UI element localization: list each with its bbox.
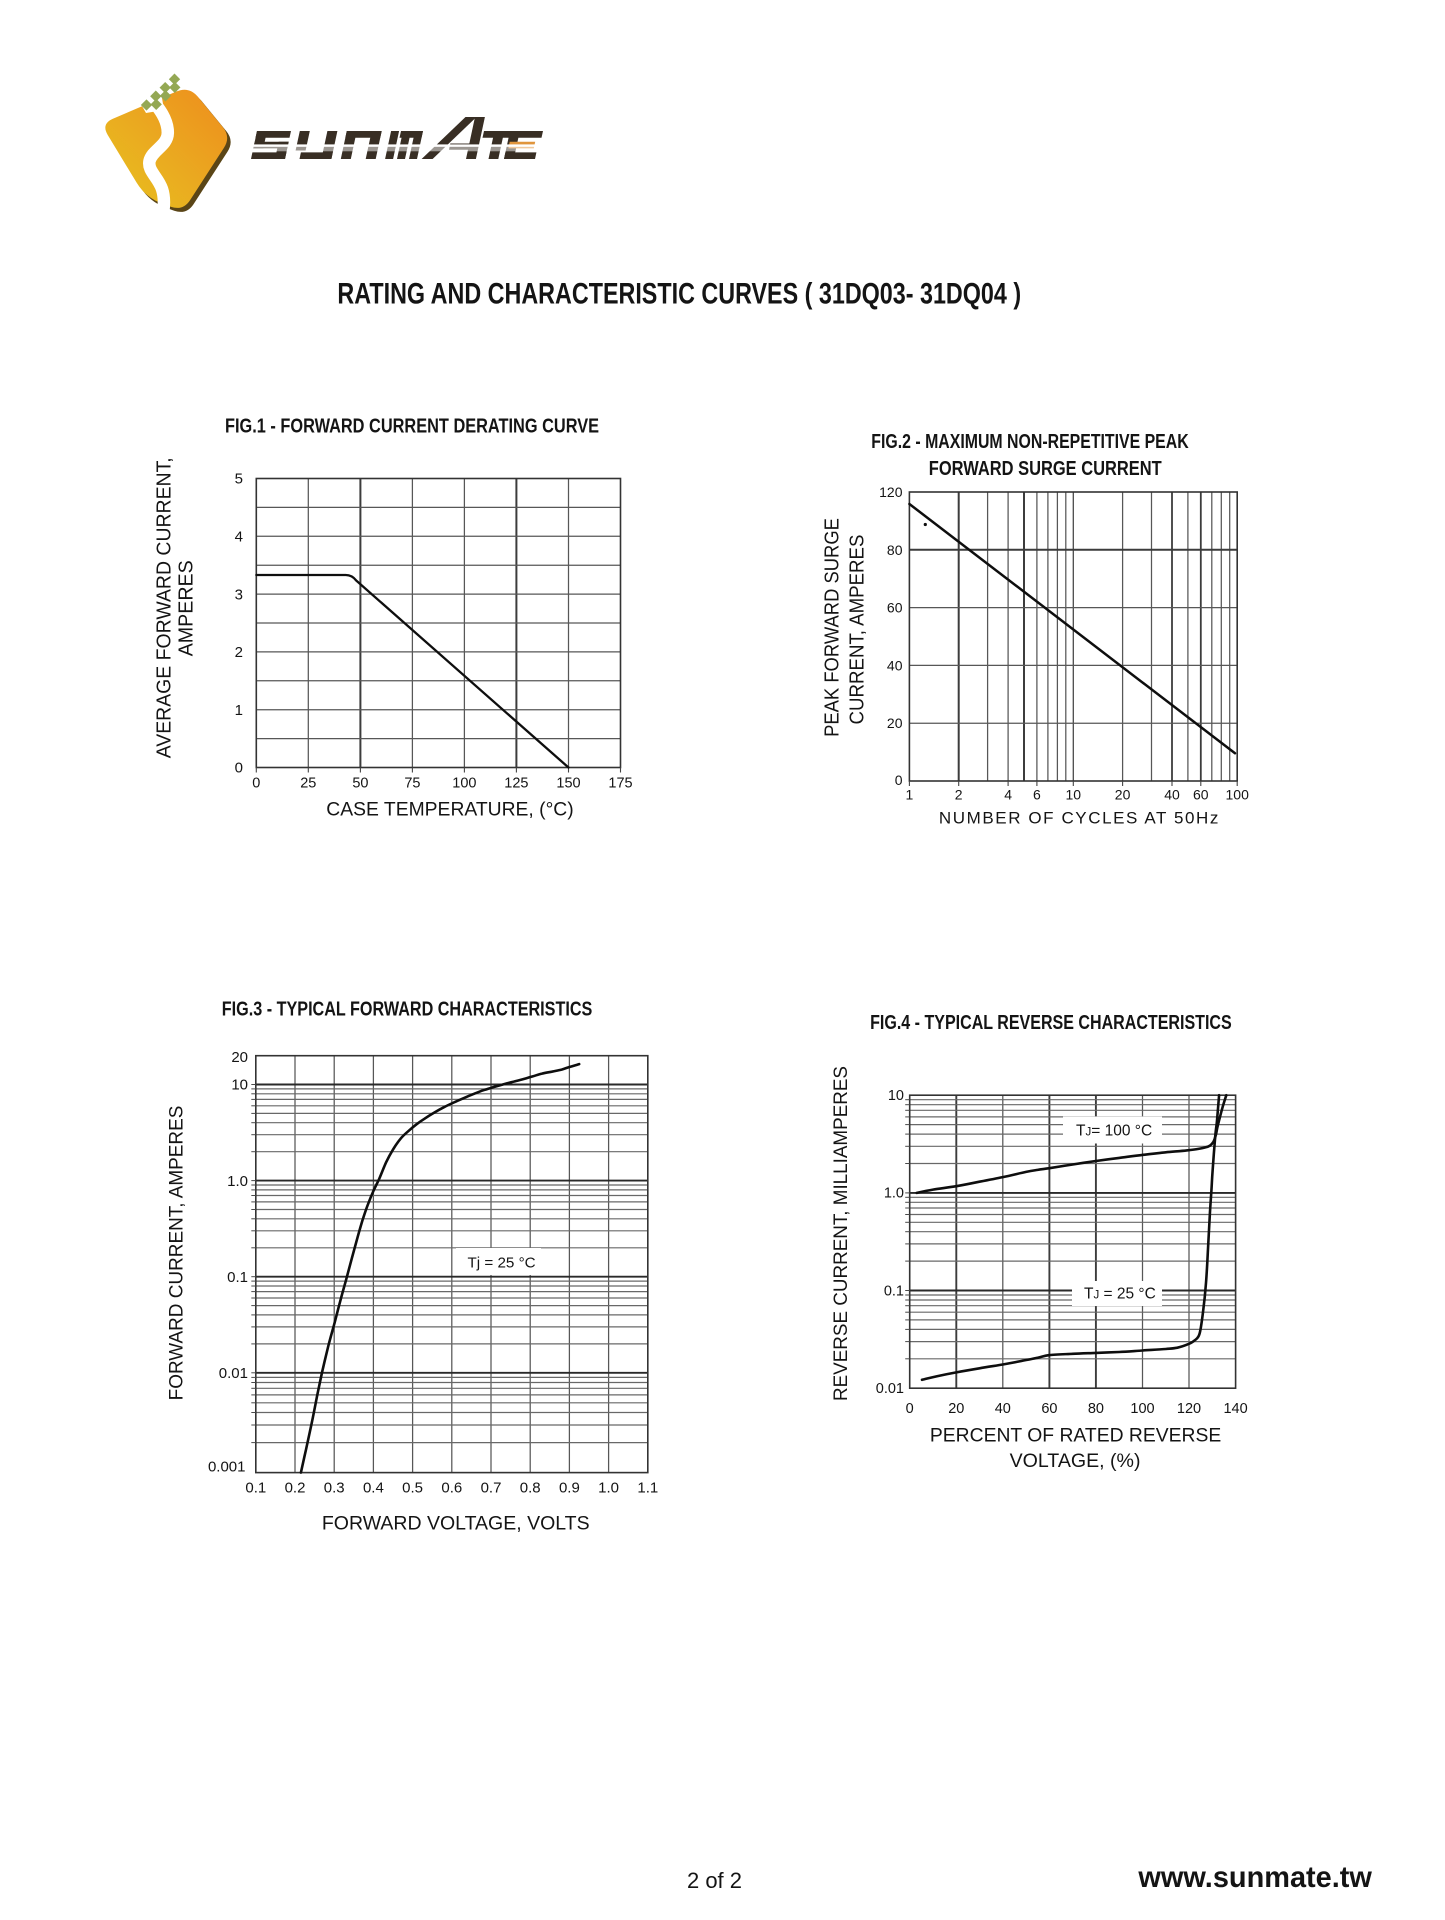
svg-text:FORWARD CURRENT, AMPERES: FORWARD CURRENT, AMPERES bbox=[165, 1106, 187, 1401]
svg-text:40: 40 bbox=[887, 657, 903, 673]
svg-text:140: 140 bbox=[1223, 1401, 1247, 1417]
svg-text:1.1: 1.1 bbox=[637, 1479, 658, 1496]
svg-text:www.sunmate.tw: www.sunmate.tw bbox=[1137, 1861, 1372, 1894]
svg-text:TJ = 25 °C: TJ = 25 °C bbox=[1084, 1286, 1156, 1303]
svg-text:4: 4 bbox=[235, 529, 243, 546]
svg-text:20: 20 bbox=[231, 1049, 248, 1066]
svg-text:20: 20 bbox=[1115, 787, 1131, 803]
svg-text:2: 2 bbox=[235, 644, 243, 661]
svg-text:0.01: 0.01 bbox=[219, 1365, 248, 1382]
svg-text:2 of 2: 2 of 2 bbox=[687, 1868, 742, 1893]
svg-text:120: 120 bbox=[879, 484, 903, 500]
svg-text:FORWARD SURGE CURRENT: FORWARD SURGE CURRENT bbox=[929, 457, 1162, 480]
svg-text:125: 125 bbox=[504, 776, 528, 792]
svg-text:0.1: 0.1 bbox=[245, 1479, 266, 1496]
svg-text:PEAK FORWARD SURGE: PEAK FORWARD SURGE bbox=[821, 518, 844, 737]
svg-text:60: 60 bbox=[1193, 787, 1209, 803]
svg-text:5: 5 bbox=[235, 471, 243, 488]
svg-text:25: 25 bbox=[300, 776, 316, 792]
svg-text:NUMBER OF CYCLES AT 50Hz: NUMBER OF CYCLES AT 50Hz bbox=[939, 809, 1219, 828]
svg-text:0: 0 bbox=[906, 1401, 914, 1417]
svg-text:RATING AND CHARACTERISTIC CURV: RATING AND CHARACTERISTIC CURVES ( 31DQ0… bbox=[337, 278, 1021, 311]
svg-text:10: 10 bbox=[231, 1077, 248, 1094]
svg-text:3: 3 bbox=[235, 586, 243, 603]
svg-text:0.1: 0.1 bbox=[884, 1283, 904, 1299]
svg-text:FIG.3 - TYPICAL FORWARD CHARAC: FIG.3 - TYPICAL FORWARD CHARACTERISTICS bbox=[222, 998, 593, 1021]
svg-text:1: 1 bbox=[906, 787, 914, 803]
svg-text:0.01: 0.01 bbox=[876, 1381, 904, 1397]
svg-text:FORWARD VOLTAGE, VOLTS: FORWARD VOLTAGE, VOLTS bbox=[322, 1513, 590, 1535]
svg-text:TJ= 100 °C: TJ= 100 °C bbox=[1076, 1123, 1152, 1140]
svg-text:150: 150 bbox=[556, 776, 580, 792]
svg-text:40: 40 bbox=[1164, 787, 1180, 803]
svg-text:40: 40 bbox=[995, 1401, 1011, 1417]
svg-text:0.8: 0.8 bbox=[520, 1479, 541, 1496]
svg-text:PERCENT OF RATED REVERSE: PERCENT OF RATED REVERSE bbox=[930, 1425, 1221, 1446]
svg-text:Tj = 25 °C: Tj = 25 °C bbox=[468, 1255, 536, 1272]
svg-text:FIG.4 - TYPICAL REVERSE CHARAC: FIG.4 - TYPICAL REVERSE CHARACTERISTICS bbox=[870, 1011, 1232, 1034]
svg-text:0.5: 0.5 bbox=[402, 1479, 423, 1496]
svg-text:120: 120 bbox=[1177, 1401, 1201, 1417]
svg-text:0: 0 bbox=[235, 760, 243, 777]
svg-text:80: 80 bbox=[887, 542, 903, 558]
svg-text:175: 175 bbox=[608, 776, 632, 792]
svg-text:60: 60 bbox=[887, 600, 903, 616]
svg-text:0: 0 bbox=[252, 776, 260, 792]
svg-text:10: 10 bbox=[888, 1088, 904, 1104]
svg-text:REVERSE CURRENT, MILLIAMPERES: REVERSE CURRENT, MILLIAMPERES bbox=[830, 1066, 852, 1401]
svg-text:2: 2 bbox=[955, 787, 963, 803]
svg-text:0.2: 0.2 bbox=[285, 1479, 306, 1496]
svg-text:0.001: 0.001 bbox=[208, 1459, 246, 1476]
svg-text:0.7: 0.7 bbox=[481, 1479, 502, 1496]
svg-text:10: 10 bbox=[1066, 787, 1082, 803]
svg-text:1.0: 1.0 bbox=[598, 1479, 619, 1496]
svg-text:100: 100 bbox=[452, 776, 476, 792]
svg-text:75: 75 bbox=[404, 776, 420, 792]
svg-text:AVERAGE FORWARD CURRENT,: AVERAGE FORWARD CURRENT, bbox=[153, 457, 176, 758]
svg-text:AMPERES: AMPERES bbox=[175, 560, 198, 656]
svg-text:100: 100 bbox=[1130, 1401, 1154, 1417]
svg-text:20: 20 bbox=[948, 1401, 964, 1417]
svg-text:CASE TEMPERATURE, (°C): CASE TEMPERATURE, (°C) bbox=[326, 800, 573, 821]
svg-text:60: 60 bbox=[1041, 1401, 1057, 1417]
svg-text:50: 50 bbox=[352, 776, 368, 792]
svg-text:80: 80 bbox=[1088, 1401, 1104, 1417]
svg-text:0.6: 0.6 bbox=[441, 1479, 462, 1496]
svg-text:0.1: 0.1 bbox=[227, 1269, 248, 1286]
svg-text:0.9: 0.9 bbox=[559, 1479, 580, 1496]
svg-text:0.3: 0.3 bbox=[324, 1479, 345, 1496]
svg-text:CURRENT, AMPERES: CURRENT, AMPERES bbox=[846, 535, 869, 725]
svg-text:20: 20 bbox=[887, 715, 903, 731]
svg-text:1.0: 1.0 bbox=[884, 1186, 904, 1202]
svg-text:0: 0 bbox=[895, 772, 903, 788]
svg-text:1.0: 1.0 bbox=[227, 1173, 248, 1190]
svg-text:0.4: 0.4 bbox=[363, 1479, 384, 1496]
svg-text:1: 1 bbox=[235, 702, 243, 719]
svg-text:6: 6 bbox=[1033, 787, 1041, 803]
svg-text:FIG.1 - FORWARD CURRENT DERAT: FIG.1 - FORWARD CURRENT DERATING CURVE bbox=[225, 415, 599, 438]
svg-text:100: 100 bbox=[1226, 787, 1250, 803]
svg-text:4: 4 bbox=[1004, 787, 1012, 803]
svg-text:VOLTAGE, (%): VOLTAGE, (%) bbox=[1010, 1451, 1141, 1472]
svg-text:FIG.2 - MAXIMUM NON-REPETITIVE: FIG.2 - MAXIMUM NON-REPETITIVE PEAK bbox=[871, 430, 1189, 453]
